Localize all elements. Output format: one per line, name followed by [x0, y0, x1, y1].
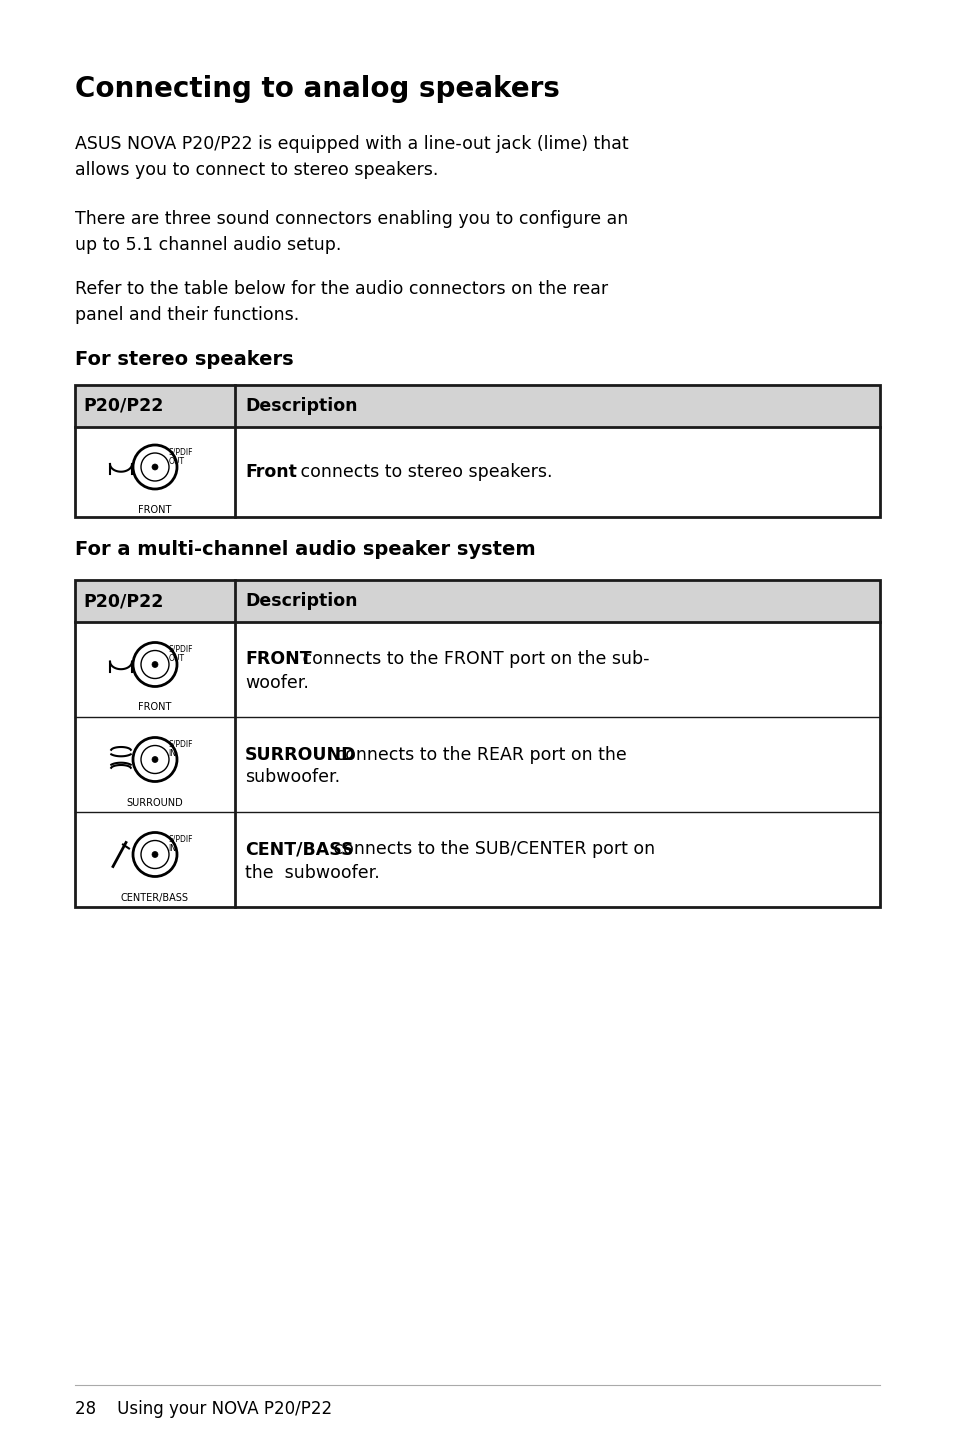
- Text: For stereo speakers: For stereo speakers: [75, 349, 294, 370]
- Text: ASUS NOVA P20/P22 is equipped with a line-out jack (lime) that
allows you to con: ASUS NOVA P20/P22 is equipped with a lin…: [75, 135, 628, 178]
- Bar: [75, 427, 879, 518]
- Text: Refer to the table below for the audio connectors on the rear
panel and their fu: Refer to the table below for the audio c…: [75, 280, 607, 324]
- Bar: [75, 623, 879, 718]
- Text: S/PDIF
IN: S/PDIF IN: [168, 834, 193, 853]
- Text: Connecting to analog speakers: Connecting to analog speakers: [75, 75, 559, 104]
- Circle shape: [152, 661, 158, 667]
- Circle shape: [152, 464, 158, 470]
- Text: SURROUND: SURROUND: [127, 798, 183, 808]
- Text: S/PDIF
IN: S/PDIF IN: [168, 739, 193, 758]
- Text: There are three sound connectors enabling you to configure an
up to 5.1 channel : There are three sound connectors enablin…: [75, 210, 628, 253]
- Bar: [75, 580, 879, 907]
- Text: connects to stereo speakers.: connects to stereo speakers.: [294, 463, 552, 480]
- Text: subwoofer.: subwoofer.: [245, 768, 340, 787]
- Text: connects to the FRONT port on the sub-: connects to the FRONT port on the sub-: [296, 650, 649, 669]
- Text: S/PDIF
OUT: S/PDIF OUT: [168, 644, 193, 663]
- Text: Front: Front: [245, 463, 296, 480]
- Bar: [75, 385, 879, 427]
- Text: SURROUND: SURROUND: [245, 745, 356, 764]
- Text: CENTER/BASS: CENTER/BASS: [121, 893, 189, 903]
- Text: For a multi-channel audio speaker system: For a multi-channel audio speaker system: [75, 541, 535, 559]
- Text: FRONT: FRONT: [138, 703, 172, 712]
- Text: CENT/BASS: CENT/BASS: [245, 840, 354, 858]
- Text: Description: Description: [245, 397, 357, 416]
- Text: FRONT: FRONT: [245, 650, 312, 669]
- Text: P20/P22: P20/P22: [83, 592, 163, 610]
- Circle shape: [152, 756, 158, 762]
- Bar: [75, 812, 879, 907]
- Text: connects to the REAR port on the: connects to the REAR port on the: [330, 745, 626, 764]
- Circle shape: [152, 851, 158, 857]
- Text: connects to the SUB/CENTER port on: connects to the SUB/CENTER port on: [328, 840, 655, 858]
- Bar: [75, 580, 879, 623]
- Text: FRONT: FRONT: [138, 505, 172, 515]
- Text: P20/P22: P20/P22: [83, 397, 163, 416]
- Bar: [75, 718, 879, 812]
- Text: woofer.: woofer.: [245, 673, 309, 692]
- Text: 28    Using your NOVA P20/P22: 28 Using your NOVA P20/P22: [75, 1401, 332, 1418]
- Bar: [75, 385, 879, 518]
- Text: S/PDIF
OUT: S/PDIF OUT: [168, 447, 193, 466]
- Text: the  subwoofer.: the subwoofer.: [245, 863, 379, 881]
- Text: Description: Description: [245, 592, 357, 610]
